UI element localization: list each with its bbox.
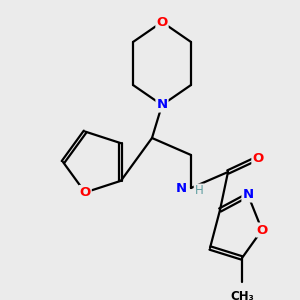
Text: N: N [156,98,168,112]
Text: N: N [176,182,187,194]
Text: O: O [256,224,268,236]
Text: O: O [80,186,91,199]
Text: O: O [252,152,264,164]
Text: O: O [156,16,168,28]
Text: CH₃: CH₃ [230,290,254,300]
Text: H: H [195,184,203,197]
Text: N: N [242,188,253,202]
